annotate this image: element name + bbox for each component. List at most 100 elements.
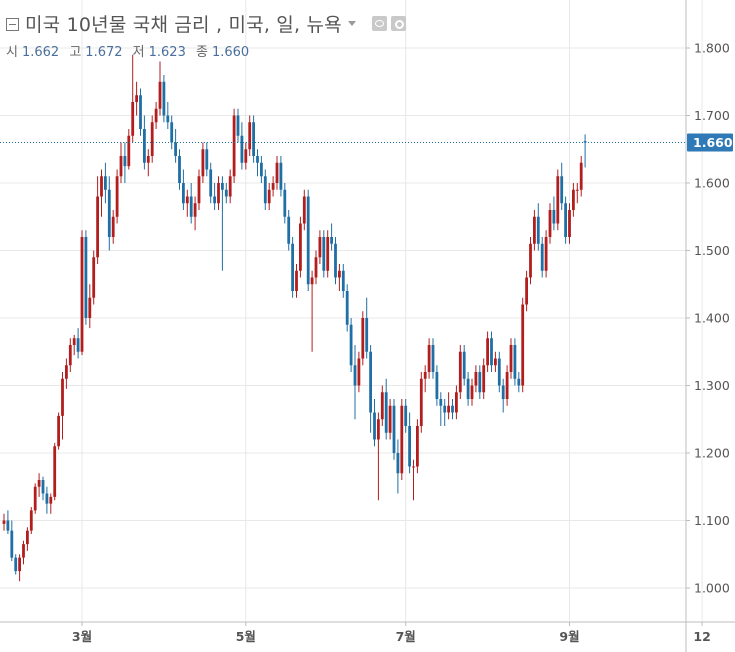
- candle-body[interactable]: [412, 466, 415, 468]
- candle-body[interactable]: [174, 142, 177, 157]
- candle-body[interactable]: [575, 189, 579, 191]
- candle-body[interactable]: [256, 156, 259, 163]
- candle-body[interactable]: [345, 291, 349, 325]
- candle-body[interactable]: [88, 297, 92, 318]
- candle-body[interactable]: [162, 81, 166, 116]
- candle-body[interactable]: [497, 358, 501, 386]
- candle-body[interactable]: [556, 176, 560, 224]
- candle-body[interactable]: [76, 338, 80, 352]
- candle-body[interactable]: [447, 405, 450, 413]
- candle-body[interactable]: [334, 243, 337, 278]
- candle-body[interactable]: [244, 149, 248, 163]
- candle-body[interactable]: [33, 486, 37, 511]
- candle-body[interactable]: [166, 115, 170, 123]
- candle-body[interactable]: [533, 216, 536, 244]
- candle-body[interactable]: [380, 392, 384, 420]
- candle-body[interactable]: [369, 351, 372, 413]
- candle-body[interactable]: [458, 351, 462, 393]
- candle-body[interactable]: [462, 351, 466, 379]
- candle-body[interactable]: [341, 270, 345, 291]
- candle-body[interactable]: [435, 372, 439, 399]
- candle-body[interactable]: [100, 176, 103, 197]
- candle-body[interactable]: [536, 216, 540, 244]
- candle-body[interactable]: [548, 210, 552, 237]
- candle-body[interactable]: [513, 345, 517, 379]
- candle-body[interactable]: [310, 277, 314, 285]
- candle-body[interactable]: [552, 210, 556, 224]
- candle-body[interactable]: [248, 122, 252, 150]
- candle-body[interactable]: [221, 183, 224, 190]
- candle-body[interactable]: [564, 203, 567, 237]
- candle-body[interactable]: [349, 324, 353, 366]
- candle-body[interactable]: [392, 405, 396, 453]
- candle-body[interactable]: [384, 392, 388, 433]
- candle-body[interactable]: [501, 385, 505, 400]
- candle-body[interactable]: [338, 270, 341, 278]
- candle-body[interactable]: [521, 304, 525, 386]
- candle-body[interactable]: [318, 237, 322, 258]
- candle-body[interactable]: [14, 557, 18, 572]
- candle-body[interactable]: [443, 405, 447, 413]
- gear-icon[interactable]: [390, 16, 406, 31]
- candle-body[interactable]: [205, 149, 209, 170]
- candle-body[interactable]: [182, 183, 185, 204]
- candle-body[interactable]: [490, 338, 493, 366]
- candle-body[interactable]: [451, 405, 454, 413]
- candle-body[interactable]: [572, 189, 575, 210]
- candle-body[interactable]: [540, 243, 544, 271]
- candle-body[interactable]: [178, 156, 181, 183]
- candle-body[interactable]: [6, 520, 10, 531]
- candle-body[interactable]: [135, 95, 138, 102]
- candle-body[interactable]: [37, 480, 41, 487]
- candle-body[interactable]: [583, 141, 587, 143]
- candle-body[interactable]: [143, 129, 146, 163]
- candle-body[interactable]: [92, 257, 96, 298]
- candle-body[interactable]: [494, 358, 497, 366]
- candle-body[interactable]: [185, 196, 189, 204]
- candle-body[interactable]: [470, 385, 474, 400]
- candle-body[interactable]: [306, 196, 310, 285]
- candle-body[interactable]: [201, 149, 205, 177]
- candle-body[interactable]: [579, 162, 583, 190]
- candle-body[interactable]: [439, 399, 443, 406]
- chevron-down-icon[interactable]: [347, 21, 356, 26]
- candle-body[interactable]: [373, 412, 376, 440]
- candle-body[interactable]: [158, 81, 162, 109]
- candle-body[interactable]: [53, 446, 57, 497]
- candle-body[interactable]: [509, 345, 513, 372]
- candle-body[interactable]: [45, 493, 49, 504]
- candle-body[interactable]: [139, 95, 142, 129]
- candle-body[interactable]: [18, 557, 21, 572]
- candle-body[interactable]: [111, 216, 115, 237]
- candle-body[interactable]: [283, 189, 287, 217]
- candle-body[interactable]: [193, 203, 197, 217]
- candle-body[interactable]: [431, 345, 435, 372]
- candle-body[interactable]: [84, 237, 88, 318]
- candle-body[interactable]: [146, 156, 150, 163]
- candle-body[interactable]: [224, 189, 228, 197]
- candle-body[interactable]: [2, 520, 6, 524]
- candle-body[interactable]: [466, 378, 470, 399]
- candle-body[interactable]: [302, 196, 306, 224]
- candle-body[interactable]: [217, 183, 220, 204]
- candle-body[interactable]: [123, 156, 127, 167]
- candle-body[interactable]: [228, 176, 232, 197]
- candle-body[interactable]: [568, 210, 571, 237]
- candle-body[interactable]: [209, 169, 213, 197]
- candle-body[interactable]: [131, 102, 135, 136]
- candle-body[interactable]: [408, 426, 411, 467]
- candle-body[interactable]: [240, 135, 244, 163]
- candle-body[interactable]: [400, 405, 404, 474]
- candle-body[interactable]: [299, 223, 302, 271]
- candle-body[interactable]: [197, 176, 201, 204]
- candle-body[interactable]: [61, 378, 64, 416]
- candle-body[interactable]: [260, 162, 263, 177]
- candle-body[interactable]: [72, 338, 76, 345]
- candle-body[interactable]: [68, 345, 72, 366]
- candle-body[interactable]: [236, 115, 240, 136]
- candle-body[interactable]: [41, 480, 45, 494]
- candle-body[interactable]: [353, 365, 357, 386]
- candle-body[interactable]: [419, 378, 423, 426]
- candle-body[interactable]: [287, 216, 291, 244]
